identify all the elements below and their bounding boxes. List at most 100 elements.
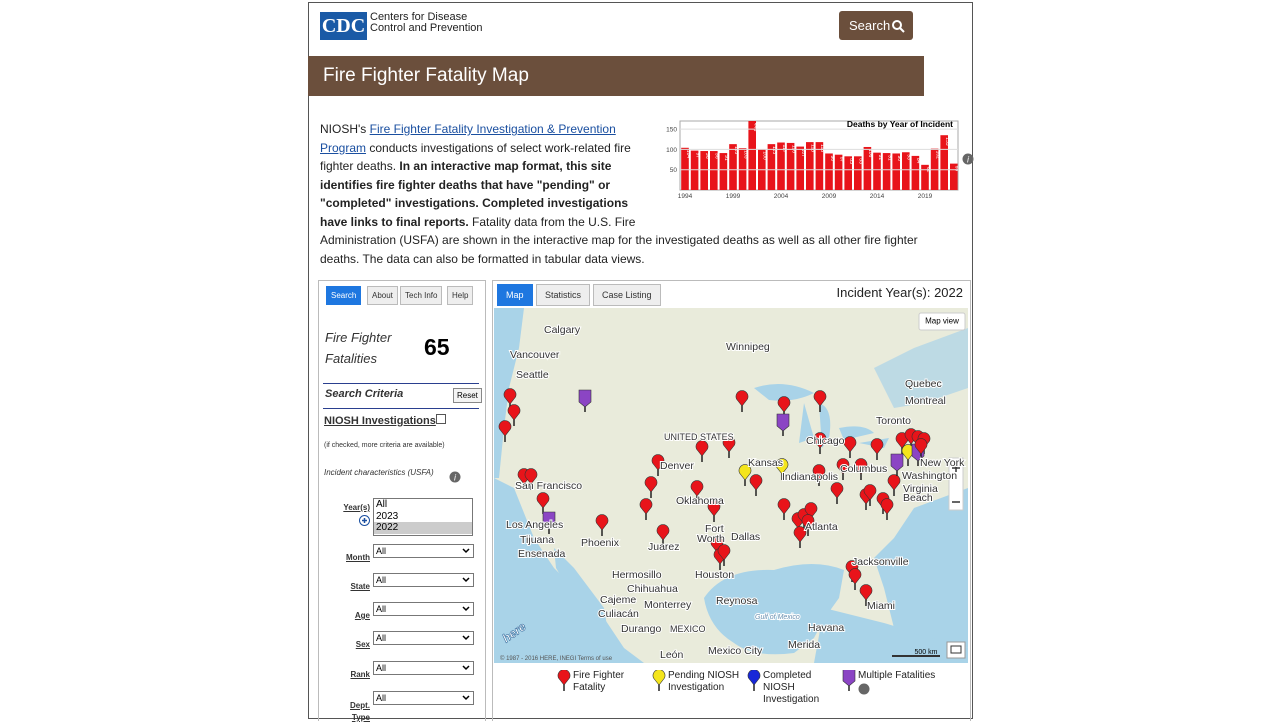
chevron <box>462 695 470 701</box>
tab[interactable]: About <box>367 286 398 305</box>
bar-value: 96 <box>704 153 710 159</box>
chevron-path <box>462 635 470 641</box>
zoom-control[interactable] <box>948 457 964 511</box>
count: 65 <box>424 334 450 360</box>
map-label: Durango <box>621 623 661 635</box>
bar-value: 97 <box>694 153 700 159</box>
niosh-checkbox[interactable] <box>436 414 446 424</box>
x-tick-label: 2019 <box>918 193 933 200</box>
map-label: Columbus <box>840 463 887 475</box>
map-view-button[interactable] <box>918 312 966 331</box>
map-label: Havana <box>808 622 844 634</box>
map-label: Toronto <box>876 415 911 427</box>
bar-value: 103 <box>742 150 748 159</box>
x-tick-label: 2009 <box>822 193 837 200</box>
pin <box>812 464 826 481</box>
x-tick-label: 1999 <box>726 193 741 200</box>
map-label: Jacksonville <box>852 556 909 568</box>
search-panel <box>318 280 486 721</box>
pin <box>557 670 571 686</box>
bar <box>710 151 718 190</box>
select[interactable]: All <box>373 691 474 705</box>
select[interactable]: All <box>373 573 474 587</box>
field-label: Rank <box>350 670 370 679</box>
tab[interactable]: Help <box>447 286 474 305</box>
map[interactable]: Map view 500 km © 1987 - 2016 HERE, INEG… <box>494 308 968 663</box>
bar-value: 104 <box>685 150 691 159</box>
bar <box>690 150 699 190</box>
select-value: All <box>376 693 387 703</box>
niosh-note: (if checked, more criteria are available… <box>324 442 445 449</box>
niosh-label: NIOSH Investigations <box>324 415 436 427</box>
bar <box>844 156 852 190</box>
fullscreen-button[interactable] <box>946 641 966 659</box>
pin <box>639 498 653 515</box>
select[interactable]: All <box>373 544 474 558</box>
pin <box>854 458 868 475</box>
field-label: State <box>350 582 370 591</box>
bar-value: 118 <box>819 144 825 152</box>
select[interactable]: All <box>373 661 474 675</box>
pin <box>578 389 592 408</box>
cdc-logo[interactable]: CDC <box>320 12 367 40</box>
tab[interactable]: Map <box>497 284 533 306</box>
legend-line: Fire Fighter <box>573 670 625 681</box>
pin <box>890 453 904 472</box>
bar-value: 96 <box>714 153 720 159</box>
bar <box>806 142 814 190</box>
map-label: Ensenada <box>518 548 565 560</box>
map-label: Los Angeles <box>506 519 563 531</box>
legend-line: Multiple Fatalities <box>858 670 936 681</box>
year-listbox[interactable]: All 2023 2022 <box>373 498 473 536</box>
bar-value: 84 <box>915 158 921 164</box>
reset-button[interactable]: Reset <box>453 388 482 403</box>
bar <box>729 144 737 190</box>
select-value: All <box>376 633 387 643</box>
chevron-path <box>462 577 470 583</box>
year-option[interactable]: 2022 <box>374 522 472 534</box>
plus-icon[interactable] <box>359 515 370 526</box>
select-value: All <box>376 604 387 614</box>
legend-text: Pending NIOSH Investigation <box>668 670 739 694</box>
legend-text: Multiple Fatalities <box>858 670 935 682</box>
map-label: Chihuahua <box>627 583 678 595</box>
intro-bold: In an interactive map format, this site … <box>320 159 629 229</box>
tab[interactable]: Case Listing <box>593 284 661 306</box>
search-button[interactable]: Search <box>839 11 913 40</box>
bar-value: 93 <box>906 154 912 160</box>
org-line: Control and Prevention <box>370 22 483 34</box>
pin <box>775 458 789 475</box>
bar <box>902 152 910 190</box>
bar-value: 87 <box>838 157 844 163</box>
select[interactable]: All <box>373 602 474 616</box>
year-option[interactable]: All <box>376 499 388 510</box>
pin <box>695 440 709 457</box>
map-label: Seattle <box>516 369 549 381</box>
y-tick-label: 100 <box>666 147 677 154</box>
field-label: Year(s) <box>343 503 370 512</box>
program-link[interactable]: Fire Fighter Fatality Investigation & Pr… <box>320 122 616 155</box>
tab[interactable]: Tech Info <box>400 286 443 305</box>
map-label: Phoenix <box>581 537 620 549</box>
bar <box>863 146 872 190</box>
pin <box>813 390 827 407</box>
pin <box>656 524 670 541</box>
pin <box>859 584 873 601</box>
year-option[interactable]: 2023 <box>376 510 399 522</box>
select[interactable]: All <box>373 631 474 645</box>
pin <box>793 526 807 543</box>
map-label: Culiacán <box>598 608 639 620</box>
search-icon <box>892 20 905 33</box>
select-value: All <box>376 575 387 585</box>
map-label: Washington <box>902 470 957 482</box>
bar <box>796 146 804 190</box>
pin <box>507 404 521 421</box>
pin <box>848 568 862 585</box>
tab[interactable]: Statistics <box>536 284 591 306</box>
tab[interactable]: Search <box>326 286 362 305</box>
legend-line: Completed <box>763 670 812 681</box>
banner: Fire Fighter Fatality Map <box>308 56 924 96</box>
map-label: Mexico City <box>708 645 763 657</box>
